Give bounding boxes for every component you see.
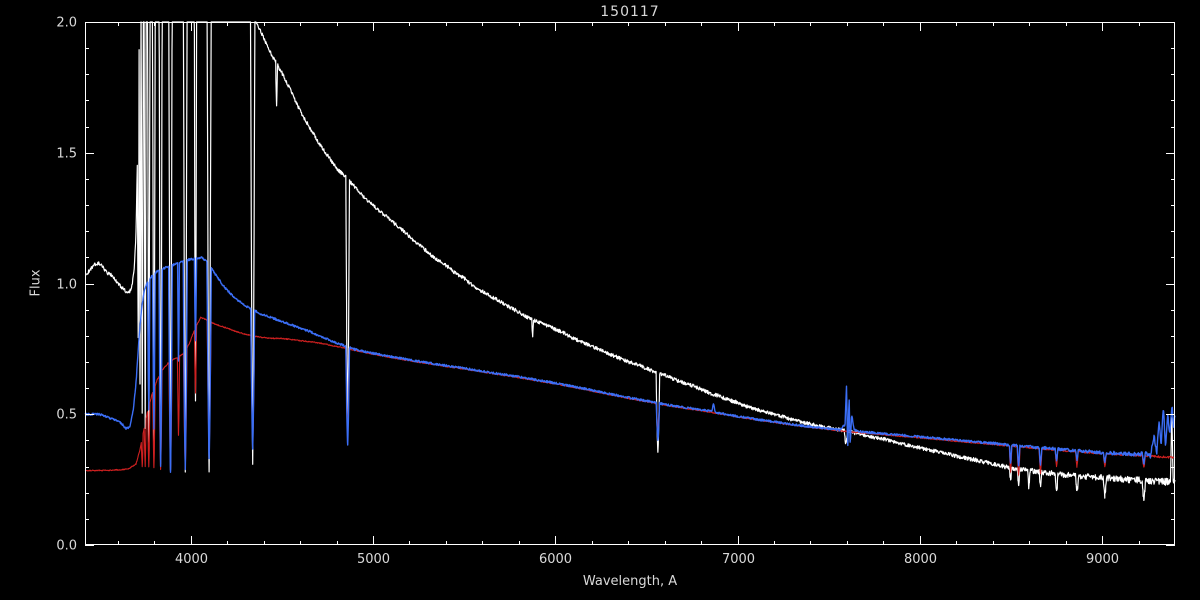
x-tick-label: 5000 [357,552,390,567]
plot-title: 150117 [600,4,660,20]
white-spectrum [84,21,1176,502]
y-axis-label: Flux [28,269,44,297]
x-tick-label: 8000 [904,552,937,567]
x-tick-label: 9000 [1086,552,1119,567]
y-tick-label: 2.0 [56,16,77,31]
y-tick-label: 0.0 [56,539,77,554]
y-tick-label: 1.5 [56,147,77,162]
y-tick-label: 0.5 [56,408,77,423]
axes: 4000 5000 6000 7000 8000 9000 0.0 0.5 1.0 1.5 2.0 [56,16,1175,567]
x-tick-label: 6000 [539,552,572,567]
x-tick-label: 4000 [175,552,208,567]
y-tick-label: 1.0 [56,278,77,293]
x-axis-label: Wavelength, A [582,574,678,589]
x-tick-label: 7000 [722,552,755,567]
blue-spectrum [84,256,1176,473]
